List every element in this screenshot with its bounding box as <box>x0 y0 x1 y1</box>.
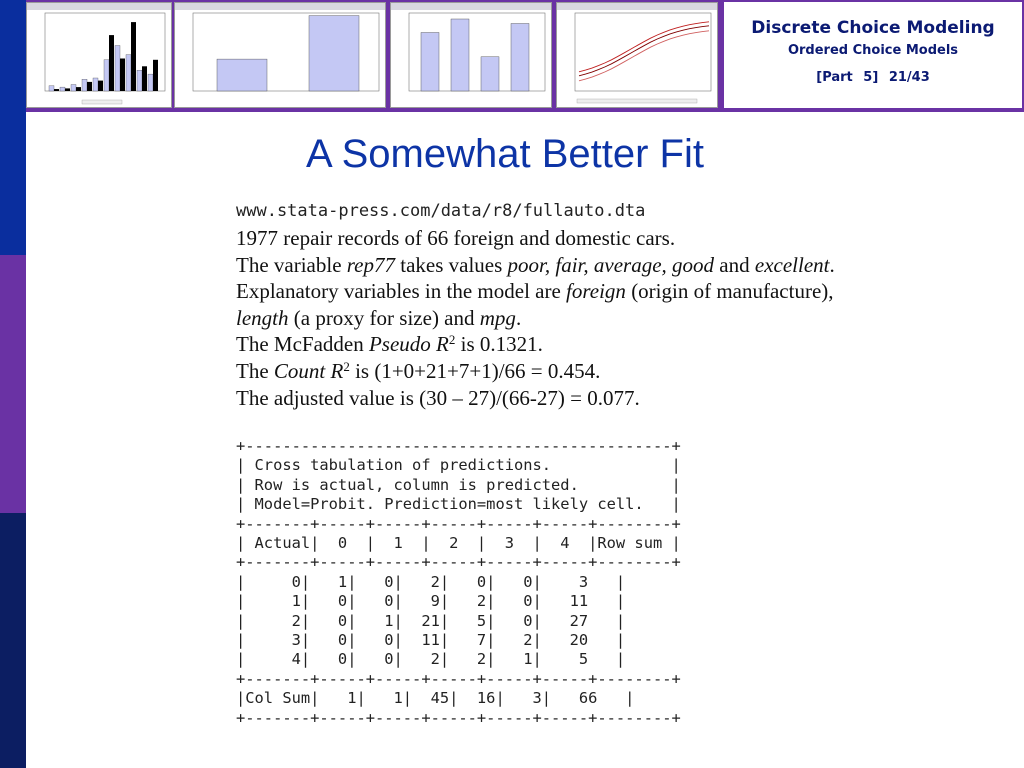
thumb-titlebar <box>175 3 385 10</box>
hist-legend <box>81 99 123 105</box>
hist-bar-dark <box>153 59 158 91</box>
hist-bar-light <box>48 85 55 92</box>
desc-line-4: length (a proxy for size) and mpg. <box>236 305 522 330</box>
part-label: [Part 5] <box>816 70 879 85</box>
left-band-top <box>0 0 26 255</box>
thumb-titlebar <box>27 3 171 10</box>
hist-bar-dark <box>98 80 103 91</box>
hist-bar-dark <box>142 66 147 91</box>
hist-bar-light <box>147 73 154 92</box>
crosstab-footer-row: |Col Sum| 1| 1| 45| 16| 3| 66 | <box>236 689 635 708</box>
desc-line-7: The adjusted value is (30 – 27)/(66-27) … <box>236 385 640 410</box>
hist-bar-dark <box>120 58 125 91</box>
thumb-plot-frame <box>574 12 712 92</box>
page-number: 21/43 <box>888 70 930 85</box>
dataset-url: www.stata-press.com/data/r8/fullauto.dta <box>236 201 646 221</box>
hist-bar-light <box>136 70 143 92</box>
bar-chart-thumbnail-2-image <box>391 3 551 92</box>
hist-bar-dark <box>109 35 114 91</box>
course-title-box: Discrete Choice Modeling Ordered Choice … <box>722 0 1024 110</box>
slide-title: A Somewhat Better Fit <box>306 132 704 176</box>
crosstab-data-row: | 2| 0| 1| 21| 5| 0| 27 | <box>236 611 626 630</box>
desc-line-1: 1977 repair records of 66 foreign and do… <box>236 226 676 250</box>
crosstab-table: +---------------------------------------… <box>236 437 681 728</box>
thumb-plot-frame <box>408 12 546 92</box>
crosstab-separator: +-------+-----+-----+-----+-----+-----+-… <box>236 553 681 572</box>
bar1-bar <box>308 15 360 92</box>
crosstab-separator: +-------+-----+-----+-----+-----+-----+-… <box>236 514 681 533</box>
thumb-titlebar <box>391 3 551 10</box>
crosstab-note: | Cross tabulation of predictions. | <box>236 456 681 475</box>
bar2-bar <box>420 32 440 92</box>
bar2-bar <box>450 18 470 92</box>
hist-bar-dark <box>131 22 136 92</box>
left-band-middle <box>0 255 26 513</box>
crosstab-border: +-------+-----+-----+-----+-----+-----+-… <box>236 708 681 727</box>
histogram-thumbnail-image <box>27 3 171 105</box>
hist-bar-light <box>81 79 88 92</box>
hist-bar-light <box>103 59 110 92</box>
crosstab-data-row: | 3| 0| 0| 11| 7| 2| 20 | <box>236 631 626 650</box>
hist-bar-dark <box>54 89 59 91</box>
thumb-plot-frame <box>192 12 380 92</box>
thumb-titlebar <box>557 3 717 10</box>
crosstab-data-row: | 4| 0| 0| 2| 2| 1| 5 | <box>236 650 626 669</box>
desc-line-3: Explanatory variables in the model are f… <box>236 279 834 304</box>
hist-bar-light <box>59 86 66 92</box>
crosstab-data-row: | 0| 1| 0| 2| 0| 0| 3 | <box>236 572 626 591</box>
bar1-bar <box>216 58 268 92</box>
crosstab-separator: +-------+-----+-----+-----+-----+-----+-… <box>236 669 681 688</box>
left-band-bottom <box>0 513 26 768</box>
line-series <box>578 25 710 77</box>
bar2-bar <box>510 23 530 92</box>
desc-line-6: The Count R2 is (1+0+21+7+1)/66 = 0.454. <box>236 358 601 383</box>
hist-bar-dark <box>76 87 81 91</box>
hist-bar-light <box>125 54 132 92</box>
slide-part-page: [Part 5] 21/43 <box>724 70 1022 85</box>
hist-bar-dark <box>87 81 92 91</box>
header-strip: Discrete Choice Modeling Ordered Choice … <box>26 0 1024 112</box>
line-series <box>578 21 710 73</box>
crosstab-data-row: | 1| 0| 0| 9| 2| 0| 11 | <box>236 592 626 611</box>
course-title: Discrete Choice Modeling <box>751 18 995 38</box>
line-chart-thumbnail <box>556 2 718 108</box>
line-series <box>578 30 710 82</box>
course-subtitle: Ordered Choice Models <box>787 43 959 58</box>
crosstab-note: | Row is actual, column is predicted. | <box>236 475 681 494</box>
bar-chart-thumbnail-image <box>175 3 385 92</box>
crosstab-header-row: | Actual| 0 | 1 | 2 | 3 | 4 |Row sum | <box>236 534 681 553</box>
hist-bar-light <box>70 84 77 92</box>
bar-chart-thumbnail <box>174 2 386 108</box>
hist-bar-light <box>114 45 121 92</box>
histogram-thumbnail <box>26 2 172 108</box>
desc-line-5: The McFadden Pseudo R2 is 0.1321. <box>236 332 543 357</box>
crosstab-note: | Model=Probit. Prediction=most likely c… <box>236 495 681 514</box>
line-chart-thumbnail-image <box>557 3 717 104</box>
line-legend <box>576 98 698 104</box>
description-block: 1977 repair records of 66 foreign and do… <box>236 225 956 411</box>
bar2-bar <box>480 56 500 92</box>
hist-bar-light <box>92 77 99 92</box>
bar-chart-thumbnail-2 <box>390 2 552 108</box>
hist-bar-dark <box>65 88 70 91</box>
desc-line-2: The variable rep77 takes values poor, fa… <box>236 252 835 277</box>
crosstab-border: +---------------------------------------… <box>236 437 681 455</box>
